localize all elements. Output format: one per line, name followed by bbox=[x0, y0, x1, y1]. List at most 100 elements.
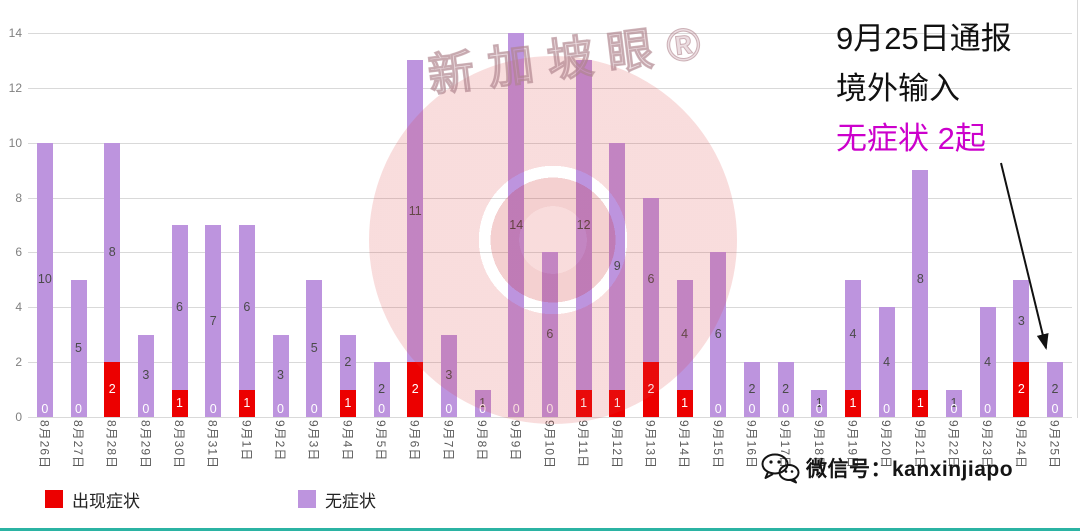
bar-value-label-symptomatic: 1 bbox=[243, 395, 251, 410]
bar-value-label-symptomatic: 0 bbox=[883, 402, 891, 416]
x-axis-cell: 9月23日 bbox=[971, 420, 1005, 482]
bar-segment-symptomatic bbox=[1013, 362, 1030, 417]
bar-value-label-symptomatic: 0 bbox=[512, 402, 520, 416]
bar-value-label-symptomatic: 0 bbox=[310, 402, 318, 416]
bar-value-label-asymptomatic: 6 bbox=[647, 272, 655, 287]
bar-segment-symptomatic bbox=[104, 362, 121, 417]
x-axis-label: 9月19日 bbox=[845, 420, 860, 470]
bar-segment-asymptomatic bbox=[878, 307, 895, 417]
gridline bbox=[28, 417, 1072, 418]
x-axis-cell: 9月19日 bbox=[836, 420, 870, 482]
bar-segment-asymptomatic bbox=[339, 334, 356, 390]
y-axis-tick-label: 2 bbox=[15, 355, 22, 370]
x-axis-cell: 8月26日 bbox=[28, 420, 62, 482]
bar-segment-asymptomatic bbox=[844, 279, 861, 390]
x-axis-label: 9月25日 bbox=[1047, 420, 1062, 470]
x-axis-cell: 8月29日 bbox=[129, 420, 163, 482]
bar-value-label-symptomatic: 1 bbox=[849, 395, 857, 410]
bar-segment-asymptomatic bbox=[36, 142, 53, 417]
wechat-id-label: 微信号：kanxinjiapo bbox=[806, 458, 1014, 481]
x-axis-cell: 9月1日 bbox=[230, 420, 264, 482]
x-axis-label: 8月29日 bbox=[138, 420, 153, 470]
bar-segment-asymptomatic bbox=[541, 252, 558, 417]
bar-value-label-asymptomatic: 3 bbox=[445, 368, 453, 383]
x-axis-cell: 8月28日 bbox=[95, 420, 129, 482]
bar-segment-symptomatic bbox=[676, 389, 693, 417]
y-axis-tick-label: 14 bbox=[8, 26, 22, 40]
bar-value-label-asymptomatic: 2 bbox=[344, 354, 352, 369]
bar-segment-asymptomatic bbox=[743, 362, 760, 417]
x-axis-label: 9月24日 bbox=[1013, 420, 1028, 470]
bar-value-label-asymptomatic: 1 bbox=[950, 395, 958, 410]
x-axis-cell: 9月14日 bbox=[668, 420, 702, 482]
x-axis-cell: 9月3日 bbox=[297, 420, 331, 482]
bar-segment-asymptomatic bbox=[104, 142, 121, 363]
annotation-line-1: 9月25日通报 bbox=[836, 21, 1012, 56]
x-axis-cell: 8月30日 bbox=[163, 420, 197, 482]
bar-value-label-asymptomatic: 2 bbox=[1051, 382, 1059, 397]
x-axis-label: 9月22日 bbox=[946, 420, 961, 470]
bar-value-label-asymptomatic: 2 bbox=[782, 382, 790, 397]
bar-segment-asymptomatic bbox=[609, 142, 626, 390]
bar-segment-asymptomatic bbox=[238, 225, 255, 390]
bar-value-label-symptomatic: 0 bbox=[748, 402, 756, 416]
y-axis-tick-label: 6 bbox=[15, 245, 22, 260]
bar-value-label-symptomatic: 1 bbox=[344, 395, 352, 410]
x-axis-cell: 9月4日 bbox=[331, 420, 365, 482]
bar-value-label-asymptomatic: 3 bbox=[1017, 313, 1025, 328]
bar-segment-asymptomatic bbox=[171, 225, 188, 390]
bar-value-label-asymptomatic: 1 bbox=[815, 395, 823, 410]
y-axis-tick-label: 0 bbox=[15, 410, 22, 424]
x-axis-label: 9月23日 bbox=[980, 420, 995, 470]
bar-segment-asymptomatic bbox=[272, 334, 289, 417]
x-axis-cell: 9月11日 bbox=[567, 420, 601, 482]
x-axis-label: 9月9日 bbox=[508, 420, 523, 462]
bar-segment-symptomatic bbox=[642, 362, 659, 417]
x-axis-label: 9月21日 bbox=[912, 420, 927, 470]
annotation-line-3: 无症状 2起 bbox=[836, 121, 986, 156]
x-axis-label: 9月13日 bbox=[643, 420, 658, 470]
bar-segment-symptomatic bbox=[912, 389, 929, 417]
x-axis-label: 9月14日 bbox=[677, 420, 692, 470]
bar-value-label-asymptomatic: 8 bbox=[108, 244, 116, 259]
bar-segment-symptomatic bbox=[575, 389, 592, 417]
bar-segment-symptomatic bbox=[238, 389, 255, 417]
x-axis-cell: 9月13日 bbox=[634, 420, 668, 482]
bar-value-label-symptomatic: 0 bbox=[782, 402, 790, 416]
bar-value-label-symptomatic: 0 bbox=[142, 402, 150, 416]
x-axis-label: 9月4日 bbox=[340, 420, 355, 462]
x-axis-label: 8月31日 bbox=[205, 420, 220, 470]
bar-segment-symptomatic bbox=[609, 389, 626, 417]
x-axis-cell: 9月16日 bbox=[735, 420, 769, 482]
bar-segment-symptomatic bbox=[844, 389, 861, 417]
x-axis-label: 8月28日 bbox=[104, 420, 119, 470]
legend-label-asymptomatic: 无症状 bbox=[325, 491, 376, 511]
x-axis-cell: 9月21日 bbox=[903, 420, 937, 482]
annotation-block: 9月25日通报 境外输入 无症状 2起 bbox=[836, 14, 1012, 164]
bar-column: 12 1 bbox=[567, 33, 601, 417]
gridline bbox=[28, 33, 1072, 34]
x-axis-cell: 8月27日 bbox=[62, 420, 96, 482]
x-axis-label: 9月6日 bbox=[407, 420, 422, 462]
bar-value-label-symptomatic: 0 bbox=[815, 402, 823, 416]
bar-value-label-symptomatic: 1 bbox=[681, 395, 689, 410]
bar-segment-asymptomatic bbox=[811, 389, 828, 417]
bar-value-label-asymptomatic: 14 bbox=[509, 217, 524, 232]
gridline bbox=[28, 197, 1072, 199]
x-axis-cell: 9月2日 bbox=[264, 420, 298, 482]
x-axis-cell: 9月5日 bbox=[365, 420, 399, 482]
bar-value-label-symptomatic: 0 bbox=[41, 402, 49, 416]
bar-segment-asymptomatic bbox=[508, 33, 525, 417]
